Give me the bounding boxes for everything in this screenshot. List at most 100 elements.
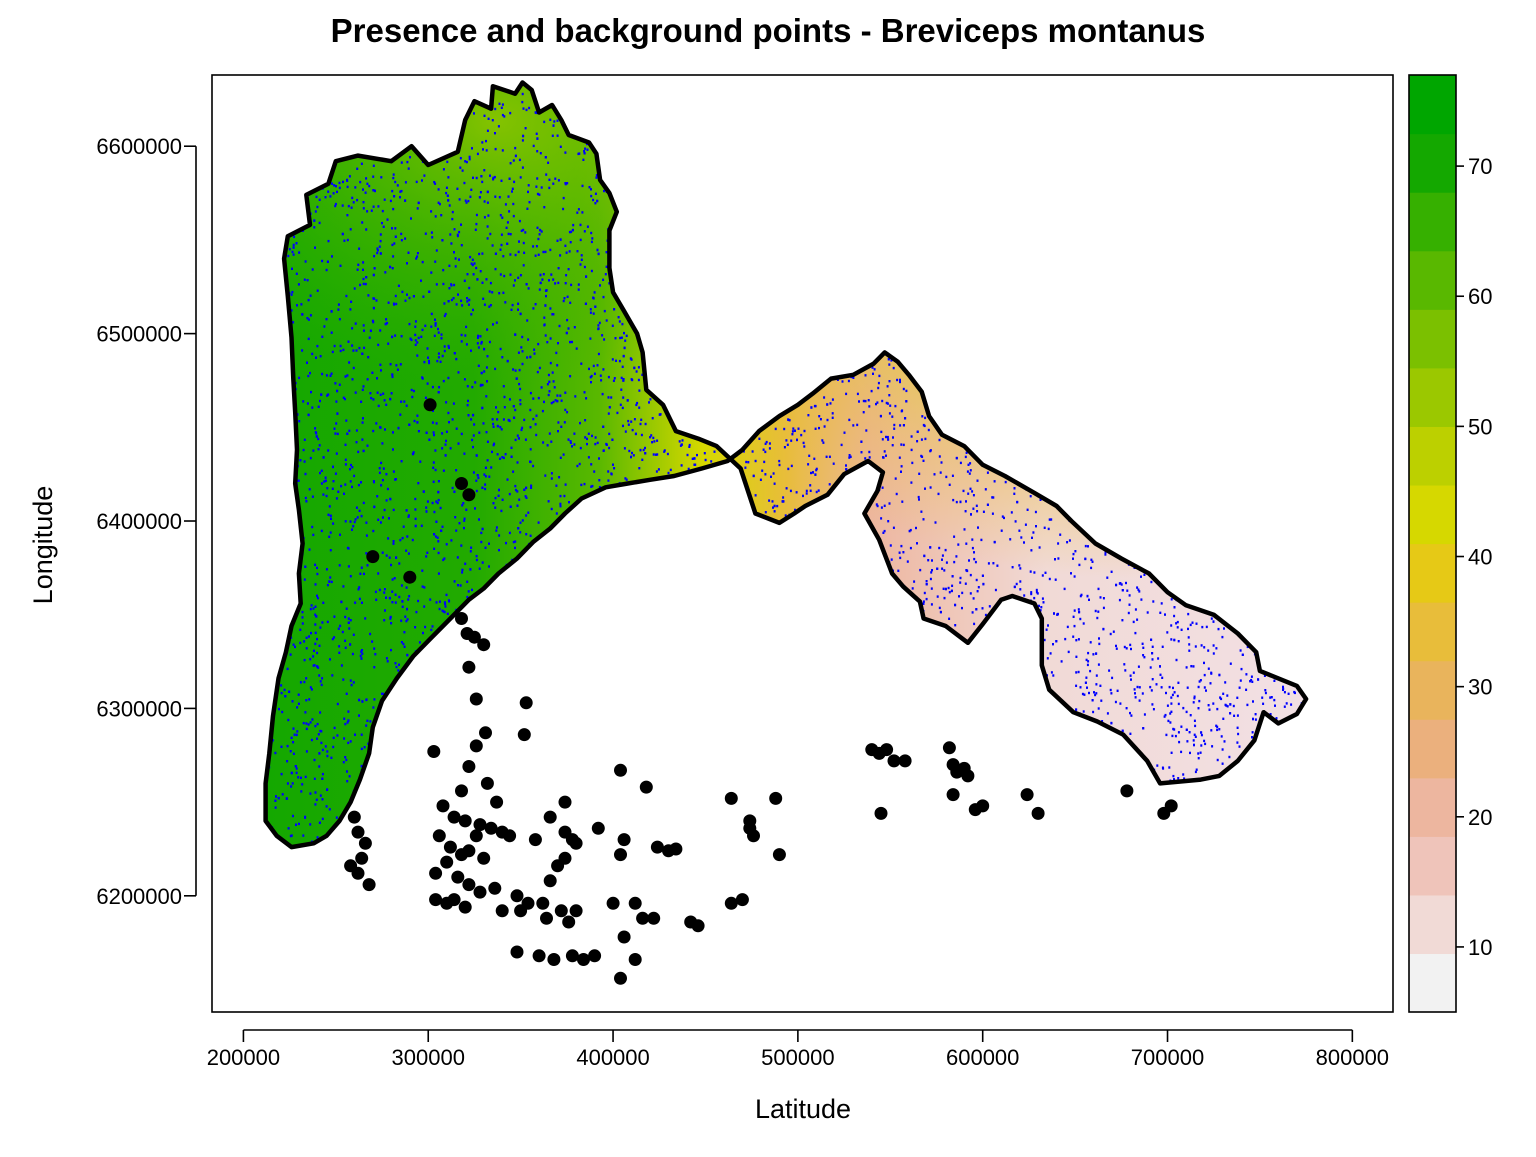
background-point [811, 285, 814, 288]
background-point [848, 147, 850, 151]
background-point [1246, 386, 1249, 389]
background-point [400, 460, 403, 463]
background-point [899, 350, 902, 353]
background-point [595, 144, 598, 148]
background-point [991, 181, 994, 184]
background-point [1301, 118, 1304, 121]
background-point [1180, 628, 1183, 631]
background-point [1298, 391, 1301, 394]
background-point [994, 331, 997, 335]
background-point [453, 679, 456, 682]
background-point [1300, 512, 1303, 515]
background-point [617, 141, 620, 144]
background-point [272, 416, 275, 420]
background-point [772, 506, 774, 509]
background-point [395, 302, 398, 306]
background-point [975, 578, 978, 582]
background-point [1146, 799, 1149, 802]
background-point [546, 86, 548, 89]
background-point [1072, 229, 1075, 233]
background-point [1291, 199, 1294, 203]
background-point [1212, 702, 1215, 705]
background-point [968, 332, 971, 336]
background-point [927, 701, 930, 705]
background-point [1021, 834, 1024, 838]
background-point [485, 431, 488, 434]
background-point [1015, 450, 1018, 454]
background-point [892, 788, 894, 792]
background-point [412, 784, 415, 787]
background-point [1138, 82, 1141, 85]
background-point [1139, 141, 1142, 144]
background-point [1256, 404, 1259, 408]
background-point [705, 789, 708, 792]
background-point [796, 312, 799, 316]
background-point [1208, 437, 1211, 440]
background-point [1211, 229, 1214, 232]
background-point [809, 321, 812, 324]
background-point [842, 607, 845, 610]
background-point [407, 760, 409, 764]
background-point [355, 349, 358, 352]
background-point [1226, 705, 1229, 708]
background-point [899, 263, 902, 266]
background-point [596, 499, 599, 503]
background-point [349, 228, 352, 231]
background-point [391, 227, 393, 230]
background-point [281, 381, 284, 384]
background-point [933, 145, 936, 148]
background-point [836, 292, 839, 295]
background-point [348, 775, 351, 778]
background-point [978, 789, 981, 792]
background-point [289, 834, 292, 838]
background-point [268, 578, 271, 582]
background-point [1106, 576, 1109, 579]
background-point [1185, 133, 1188, 136]
background-point [405, 586, 408, 589]
background-point [739, 326, 742, 329]
background-point [957, 735, 960, 738]
background-point [291, 562, 294, 565]
background-point [1030, 684, 1033, 687]
background-point [953, 535, 956, 538]
background-point [617, 232, 620, 235]
background-point [1282, 243, 1284, 246]
background-point [583, 708, 585, 712]
background-point [958, 160, 961, 163]
background-point [320, 469, 323, 472]
background-point [593, 99, 596, 102]
background-point [843, 593, 845, 596]
background-point [893, 601, 896, 605]
background-point [675, 521, 677, 524]
background-point [779, 239, 782, 243]
background-point [340, 484, 343, 488]
background-point [1167, 826, 1170, 829]
background-point [1010, 382, 1013, 385]
background-point [496, 453, 499, 456]
background-point [1129, 760, 1132, 763]
background-point [1037, 163, 1040, 166]
background-point [992, 402, 995, 405]
background-point [564, 483, 567, 486]
background-point [644, 655, 647, 658]
background-point [1294, 353, 1297, 356]
background-point [678, 199, 681, 202]
background-point [601, 654, 604, 657]
background-point [1249, 419, 1252, 423]
background-point [788, 821, 791, 824]
background-point [521, 362, 524, 366]
background-point [778, 459, 781, 463]
background-point [1111, 130, 1113, 133]
background-point [921, 824, 923, 827]
background-point [500, 179, 503, 182]
background-point [1087, 545, 1089, 548]
background-point [961, 846, 964, 848]
background-point [850, 120, 853, 123]
background-point [938, 357, 941, 360]
background-point [1091, 747, 1094, 750]
background-point [715, 351, 717, 355]
background-point [941, 428, 944, 431]
background-point [861, 612, 863, 615]
background-point [1234, 806, 1236, 809]
background-point [886, 711, 889, 714]
